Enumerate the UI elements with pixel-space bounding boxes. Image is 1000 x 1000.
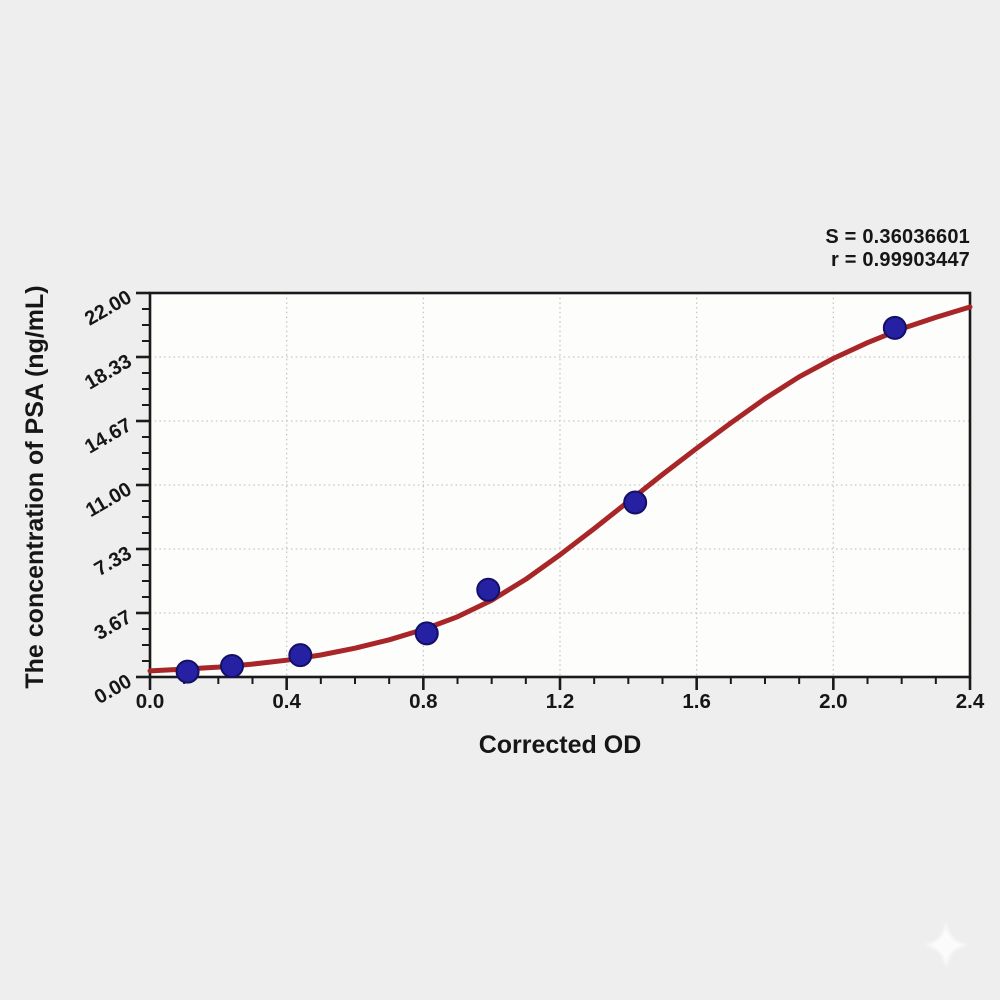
y-tick-label: 3.67 xyxy=(91,606,136,645)
data-point xyxy=(476,577,501,602)
data-point xyxy=(414,621,439,646)
x-tick-label: 0.8 xyxy=(409,690,438,713)
y-tick-label: 7.33 xyxy=(91,542,136,581)
fitted-curve xyxy=(147,304,973,674)
y-tick-label: 11.00 xyxy=(82,478,135,522)
x-tick-label: 0.0 xyxy=(136,690,165,713)
x-tick-label: 0.4 xyxy=(272,690,301,713)
fit-statistics: S = 0.36036601 r = 0.99903447 xyxy=(825,226,970,272)
x-tick-label: 1.2 xyxy=(546,690,575,713)
x-tick-label: 2.0 xyxy=(819,690,848,713)
data-point xyxy=(623,490,648,515)
x-tick-label: 2.4 xyxy=(956,690,985,713)
y-tick-label: 18.33 xyxy=(81,350,135,394)
y-tick-label: 0.00 xyxy=(91,670,136,709)
y-tick-label: 22.00 xyxy=(81,286,135,330)
data-point xyxy=(288,643,313,668)
x-tick-label: 1.6 xyxy=(682,690,711,713)
sparkle-icon xyxy=(923,921,969,969)
s-value-label: S = 0.36036601 xyxy=(825,226,970,248)
r-value-label: r = 0.99903447 xyxy=(830,249,970,271)
x-axis-title: Corrected OD xyxy=(478,731,642,759)
data-point xyxy=(882,315,907,340)
y-tick-label: 14.67 xyxy=(81,414,135,458)
data-point xyxy=(175,659,200,684)
data-point xyxy=(220,654,244,679)
